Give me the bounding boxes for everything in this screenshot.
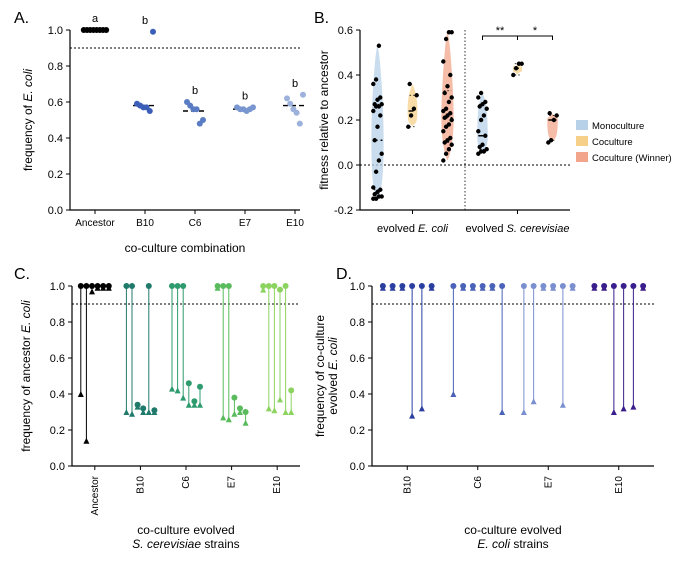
svg-text:evolved E. coli: evolved E. coli (377, 223, 448, 235)
panel-a: A. 0.0 0.2 0.4 0.6 0.8 1.0 frequency of E. col… (10, 10, 310, 266)
svg-text:0.4: 0.4 (50, 389, 65, 401)
panel-d-svg: 0.00.20.40.60.81.0frequency of co-cultur… (310, 266, 664, 556)
svg-text:Coculture (Winner): Coculture (Winner) (592, 153, 672, 164)
svg-text:b: b (292, 78, 298, 90)
panel-a-svg: 0.0 0.2 0.4 0.6 0.8 1.0 frequency of E. coli co… (10, 10, 310, 266)
panel-b: B. -0.2 0.0 0.2 0.4 0.6 fitness relative to a… (310, 10, 664, 266)
svg-text:frequency of E. coli: frequency of E. coli (21, 69, 35, 171)
panel-d: D. 0.00.20.40.60.81.0frequency of co-cul… (310, 266, 664, 556)
svg-text:evolved S. cerevisiae: evolved S. cerevisiae (466, 223, 570, 235)
panel-c-label: C. (14, 266, 30, 284)
svg-text:1.0: 1.0 (48, 25, 63, 37)
svg-text:B10: B10 (402, 476, 413, 494)
panel-d-label: D. (336, 266, 352, 284)
svg-text:b: b (242, 90, 248, 102)
svg-text:fitness relative to ancestor: fitness relative to ancestor (317, 50, 331, 189)
svg-text:b: b (142, 15, 148, 27)
svg-text:0.4: 0.4 (350, 389, 365, 401)
panel-b-svg: -0.2 0.0 0.2 0.4 0.6 fitness relative to ance… (310, 10, 664, 266)
svg-text:0.8: 0.8 (50, 317, 65, 329)
svg-text:Monoculture: Monoculture (592, 121, 644, 132)
svg-text:0.8: 0.8 (48, 61, 63, 73)
svg-text:Ancestor: Ancestor (90, 475, 101, 515)
svg-text:E7: E7 (543, 476, 554, 489)
svg-text:0.2: 0.2 (338, 115, 353, 127)
svg-text:0.4: 0.4 (48, 133, 63, 145)
svg-text:E7: E7 (227, 476, 238, 489)
svg-text:0.6: 0.6 (48, 97, 63, 109)
svg-text:0.2: 0.2 (48, 169, 63, 181)
svg-text:0.6: 0.6 (50, 353, 65, 365)
svg-text:0.0: 0.0 (350, 461, 365, 473)
svg-text:B10: B10 (136, 218, 154, 229)
svg-text:E10: E10 (286, 218, 304, 229)
panel-c-svg: 0.0 0.2 0.4 0.6 0.8 1.0 frequency of ancestor … (10, 266, 310, 556)
svg-text:co-culture evolvedS. cerevisia: co-culture evolvedS. cerevisiae strains (132, 523, 239, 551)
svg-text:b: b (192, 85, 198, 97)
svg-text:frequency of ancestor E. coli: frequency of ancestor E. coli (19, 300, 33, 452)
panel-b-label: B. (314, 10, 329, 28)
svg-text:C6: C6 (473, 476, 484, 489)
panel-c: C. 0.0 0.2 0.4 0.6 0.8 1.0 frequency of ancest… (10, 266, 310, 556)
svg-text:C6: C6 (181, 476, 192, 489)
svg-text:0.0: 0.0 (338, 160, 353, 172)
svg-text:E10: E10 (272, 476, 283, 494)
svg-text:**: ** (496, 25, 505, 37)
svg-text:1.0: 1.0 (50, 281, 65, 293)
svg-text:0.8: 0.8 (350, 317, 365, 329)
panel-a-label: A. (14, 10, 29, 28)
svg-text:a: a (92, 13, 99, 25)
svg-text:frequency of co-cultureevolved: frequency of co-cultureevolved E. coli (313, 315, 340, 437)
svg-text:-0.2: -0.2 (334, 205, 353, 217)
svg-text:*: * (533, 25, 538, 37)
svg-text:0.6: 0.6 (350, 353, 365, 365)
svg-text:0.2: 0.2 (50, 425, 65, 437)
svg-text:0.0: 0.0 (48, 205, 63, 217)
svg-text:co-culture evolvedE. coli stra: co-culture evolvedE. coli strains (464, 523, 561, 551)
svg-text:E7: E7 (239, 218, 252, 229)
svg-text:E10: E10 (614, 476, 625, 494)
svg-text:0.6: 0.6 (338, 25, 353, 37)
svg-text:0.0: 0.0 (50, 461, 65, 473)
svg-text:0.4: 0.4 (338, 70, 353, 82)
svg-text:0.2: 0.2 (350, 425, 365, 437)
svg-text:B10: B10 (135, 476, 146, 494)
svg-text:C6: C6 (189, 218, 202, 229)
svg-text:Coculture: Coculture (592, 137, 633, 148)
svg-text:co-culture combination: co-culture combination (125, 241, 246, 255)
svg-text:Ancestor: Ancestor (75, 218, 115, 229)
